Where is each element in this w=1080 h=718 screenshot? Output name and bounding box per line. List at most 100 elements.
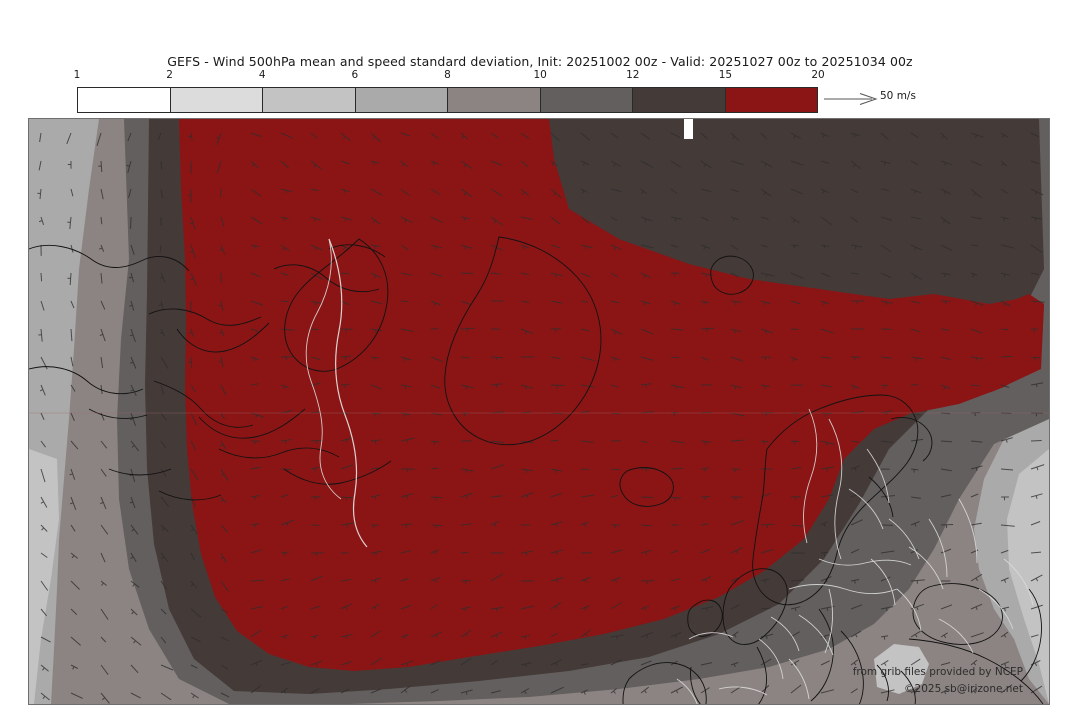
wind-barb-tick [219,444,224,447]
wind-barb [69,216,72,230]
wind-barb [610,384,619,388]
wind-barb-tick [218,304,222,307]
wind-barb [490,216,503,226]
wind-barb [610,602,623,610]
wind-barb-tick [524,330,528,335]
wind-barb-tick [853,164,856,168]
wind-barb-tick [465,386,468,390]
wind-barb [880,216,892,221]
wind-barb [850,440,860,443]
wind-barb-tick [883,662,887,666]
wind-barb [580,468,590,470]
credit-source: from grib files provided by NCEP [852,666,1023,678]
wind-barb [250,606,263,610]
wind-barb-tick [640,190,644,194]
wind-barb [670,686,683,694]
wind-barb [820,132,829,137]
wind-barb [100,636,107,643]
wind-barb-tick [614,331,617,335]
wind-barb-tick [159,331,163,335]
colorbar-segment-2-4 [170,88,263,112]
wind-barb [550,384,565,386]
wind-barb [700,440,712,443]
wind-barb [490,440,504,444]
wind-barb-tick [705,578,708,583]
wind-barb [40,552,48,558]
wind-barb [1030,493,1043,498]
wind-barb-tick [1001,162,1004,167]
wind-barb [340,132,351,142]
wind-barb [670,328,684,331]
wind-barb [310,328,319,331]
wind-barb [760,412,773,414]
wind-barb-tick [282,247,286,251]
wind-barb [400,634,409,638]
wind-barb [220,580,229,592]
wind-barb [550,632,558,638]
wind-barb-tick [373,161,375,166]
wind-barb [820,328,834,334]
wind-barb [40,692,50,701]
wind-barb [430,660,441,666]
wind-barb [910,328,920,333]
wind-barb [1030,300,1045,303]
wind-barb [790,524,803,527]
wind-barb-tick [284,440,287,444]
wind-barb-tick [853,134,856,138]
wind-barb-tick [432,162,435,166]
wind-barb [216,132,222,146]
wind-barb [280,410,293,414]
wind-barb [880,576,891,582]
wind-barb [430,244,442,249]
wind-barb [550,132,560,142]
wind-barb [127,132,132,142]
wind-barb [250,579,264,582]
wind-barb [40,328,43,342]
wind-barb-tick [374,245,376,249]
fill-band-15-20 [179,119,1044,671]
wind-barb-tick [435,634,438,638]
wind-barb [610,658,622,666]
wind-barb [220,692,230,698]
wind-barb-tick [344,218,347,222]
colorbar-tick-1: 1 [73,69,81,81]
wind-barb [640,686,650,694]
wind-barb [70,496,77,510]
wind-barb [610,412,621,415]
wind-barb [460,492,473,498]
wind-barb [490,132,499,139]
wind-barb-tick [973,192,976,196]
wind-barb-tick [614,579,617,583]
wind-barb-tick [375,552,377,556]
map-panel[interactable]: from grib files provided by NCEP ©2025 s… [28,118,1050,705]
wind-barb [340,272,350,275]
wind-barb-tick [733,663,736,668]
wind-barb [160,496,170,507]
wind-barb [130,356,137,369]
wind-barb [910,549,918,554]
wind-barb-tick [914,634,918,638]
wind-barb [100,468,107,477]
wind-barb [880,356,892,359]
wind-barb [640,160,654,169]
wind-barb-tick [128,276,133,279]
wind-barb-tick [793,135,796,139]
wind-barb [520,272,530,276]
wind-barb [640,272,652,279]
wind-barb [190,412,198,426]
wind-barb-tick [190,583,194,587]
wind-barb-tick [342,136,346,140]
wind-vector-key: 50 m/s [824,88,934,112]
wind-barb [820,494,833,498]
wind-barb [460,188,473,198]
wind-barb-tick [463,192,467,196]
wind-barb [970,216,983,220]
wind-barb [970,465,983,470]
wind-barb [340,300,351,306]
wind-barb-tick [822,301,825,306]
wind-barb [610,328,623,335]
wind-barb-tick [434,579,437,583]
wind-barb [400,244,409,251]
wind-barb [730,577,740,582]
wind-barb [940,384,951,389]
